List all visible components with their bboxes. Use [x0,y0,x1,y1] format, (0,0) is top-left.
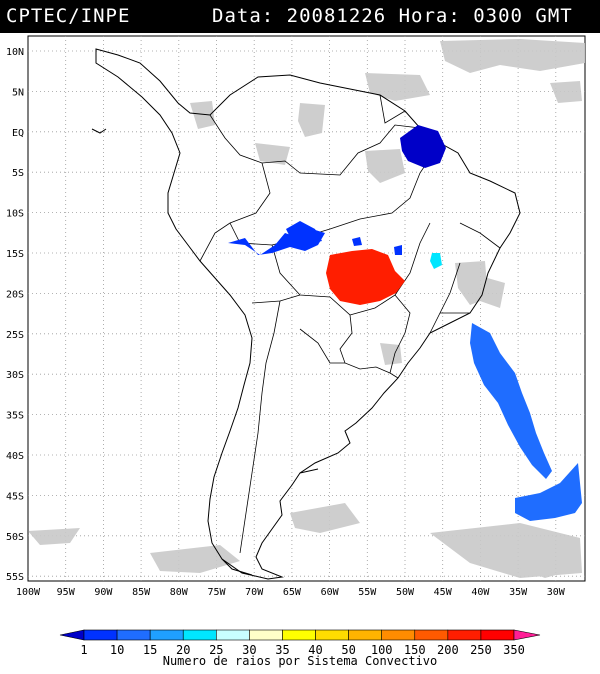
legend-swatch [83,629,118,641]
lon-label: 100W [16,587,41,598]
legend-title: Numero de raios por Sistema Convectivo [163,654,438,668]
legend-value: 30 [242,643,256,657]
lat-label: 15S [6,249,24,260]
system-north-blue [400,125,446,168]
lat-label: 10N [6,47,24,58]
legend-value: 200 [437,643,459,657]
legend-value: 150 [404,643,426,657]
legend-value: 15 [143,643,157,657]
lon-label: 85W [132,587,151,598]
lon-label: 35W [509,587,528,598]
legend-swatch [282,629,316,641]
legend-swatch [480,629,515,641]
legend-swatch-low [59,629,85,641]
legend-value: 350 [503,643,525,657]
system-small-blue-2 [394,245,402,255]
legend-swatch [116,629,151,641]
system-cyan [430,253,442,269]
lat-label: 10S [6,209,24,220]
legend-value: 40 [308,643,322,657]
lat-label: 45S [6,491,24,502]
legend-swatch [249,629,283,641]
system-small-blue [352,237,362,246]
lon-label: 40W [471,587,490,598]
lon-label: 65W [283,587,302,598]
legend-colorbar [59,629,541,641]
lon-label: 75W [207,587,226,598]
datetime-label: Data: 20081226 Hora: 0300 GMT [212,5,573,27]
legend-value: 20 [176,643,190,657]
system-south-blue [515,463,582,521]
lat-label: 5N [12,87,24,98]
legend-swatch [447,629,482,641]
lon-label: 90W [94,587,113,598]
lon-label: 55W [358,587,377,598]
lat-label: 25S [6,330,24,341]
lon-label: 45W [434,587,453,598]
legend-value: 50 [341,643,355,657]
cloud-regions [28,39,585,578]
lat-label: 20S [6,289,24,300]
coastlines [91,48,521,580]
legend: 1 10 15 20 25 30 35 40 50 100 150 200 250 350 Numero … [59,629,541,668]
lat-label: 35S [6,411,24,422]
legend-value: 25 [209,643,223,657]
lat-label: 50S [6,532,24,543]
system-coast-blue [470,323,552,479]
legend-swatch [348,629,382,641]
lat-label: 55S [6,572,24,583]
map-svg: 10N5NEQ5S10S15S20S25S30S35S40S45S50S55S … [6,35,586,668]
system-red [326,249,405,305]
lat-label: EQ [12,128,24,139]
lon-label: 70W [245,587,264,598]
legend-value: 100 [371,643,393,657]
legend-swatch [315,629,349,641]
legend-swatch-high [513,629,541,641]
legend-swatch [182,629,217,641]
country-borders [199,94,501,554]
system-center-blue [286,221,322,245]
legend-value: 1 [80,643,87,657]
lon-label: 60W [321,587,340,598]
latitude-labels: 10N 5N EQ 5S 10S 15S 20S 25S 30S 35S 40S 45S 50S 55S [6,47,24,583]
convective-systems [228,125,582,521]
legend-value: 10 [110,643,124,657]
system-west-blue [228,229,325,255]
lon-label: 30W [547,587,566,598]
lat-label: 30S [6,370,24,381]
map-header: CPTEC/INPE Data: 20081226 Hora: 0300 GMT [0,0,600,33]
legend-swatch [381,629,416,641]
legend-swatch [414,629,449,641]
legend-value: 35 [275,643,289,657]
map-area: 10N 5N EQ 5S 10S 15S 20S 25S 30S 35S 40S 45S 50S 55S … [0,33,600,670]
lon-label: 95W [57,587,76,598]
legend-swatch [216,629,250,641]
lat-label: 5S [12,168,24,179]
longitude-labels: 100W 95W 90W 85W 80W 75W 70W 65W 60W 55W 50W 45W 40W… [16,587,566,598]
legend-value: 250 [470,643,492,657]
lat-label: 40S [6,451,24,462]
lon-label: 80W [170,587,189,598]
legend-swatch [149,629,184,641]
source-label: CPTEC/INPE [6,5,131,27]
lon-label: 50W [396,587,415,598]
legend-values: 1 10 15 20 25 30 35 40 50 100 150 200 250 350 [80,643,524,657]
